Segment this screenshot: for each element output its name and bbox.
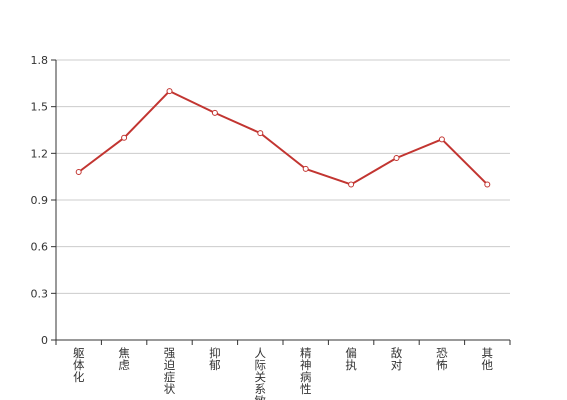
data-point[interactable] — [257, 130, 264, 137]
y-tick-label: 1.5 — [31, 101, 49, 114]
data-point[interactable] — [484, 181, 491, 188]
x-tick-label: 抑郁 — [209, 346, 221, 372]
y-tick-label: 0.3 — [31, 287, 49, 300]
data-point[interactable] — [348, 181, 355, 188]
data-point[interactable] — [121, 134, 128, 141]
x-tick-label: 恐怖 — [436, 346, 448, 372]
x-tick-labels: 躯体化 焦虑 强迫症状 抑郁 人际关系敏感 精神病性 偏执 敌对 恐怖 其他 — [73, 346, 494, 400]
grid-lines — [56, 59, 510, 294]
x-tick-label: 焦虑 — [118, 346, 130, 372]
y-tick-label: 1.2 — [31, 147, 49, 160]
series-line — [78, 90, 489, 186]
y-tick-labels: 0 0.3 0.6 0.9 1.2 1.5 1.8 — [31, 54, 49, 347]
y-tick-label: 0.6 — [31, 241, 49, 254]
y-tick-label: 0 — [41, 334, 48, 347]
data-point[interactable] — [75, 169, 82, 175]
data-point[interactable] — [166, 88, 173, 95]
data-point[interactable] — [393, 155, 400, 161]
data-point[interactable] — [211, 109, 218, 116]
axes — [51, 59, 511, 345]
x-tick-label: 人际关系敏感 — [255, 346, 267, 400]
x-tick-label: 躯体化 — [73, 346, 85, 384]
x-tick-label: 敌对 — [391, 346, 403, 372]
series — [75, 88, 491, 188]
y-tick-label: 0.9 — [31, 194, 49, 207]
y-tick-label: 1.8 — [31, 54, 49, 67]
data-point[interactable] — [302, 165, 309, 172]
x-tick-label: 精神病性 — [300, 346, 312, 396]
x-tick-label: 偏执 — [345, 346, 357, 372]
x-tick-label: 强迫症状 — [164, 346, 176, 396]
data-point[interactable] — [438, 136, 445, 143]
x-tick-label: 其他 — [482, 346, 494, 372]
